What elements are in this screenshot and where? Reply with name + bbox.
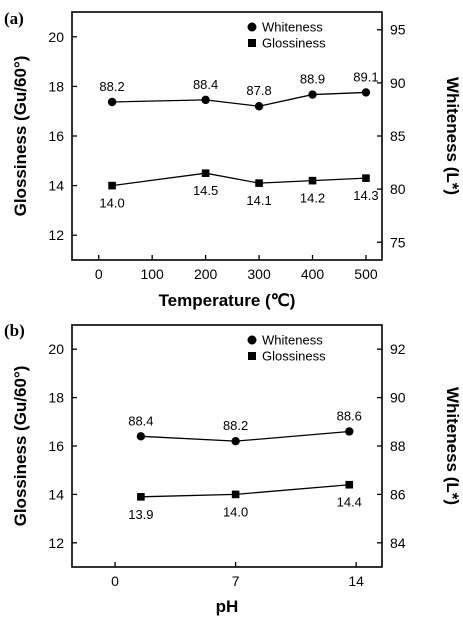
data-point-glossiness — [308, 176, 317, 185]
data-point-glossiness — [345, 480, 354, 489]
series-line-glossiness — [112, 172, 366, 187]
y-right-tick-label: 92 — [390, 341, 406, 357]
data-point-glossiness — [231, 490, 240, 499]
data-point-whiteness — [361, 88, 371, 97]
y-left-tick-label: 16 — [48, 128, 64, 144]
data-label-whiteness: 88.2 — [223, 418, 248, 433]
data-label-glossiness: 14.4 — [337, 495, 362, 510]
x-tick-label: 7 — [232, 573, 240, 589]
data-point-whiteness — [136, 432, 146, 441]
legend-marker-circle — [247, 22, 257, 32]
x-tick-label: 500 — [354, 266, 378, 282]
y-right-tick-label: 90 — [390, 390, 406, 406]
plot-frame — [71, 324, 383, 568]
data-label-whiteness: 88.9 — [300, 72, 325, 87]
x-tick-label: 400 — [301, 266, 325, 282]
y-right-tick-label: 80 — [390, 181, 406, 197]
x-tick-label: 0 — [95, 266, 103, 282]
y-right-tick-label: 85 — [390, 128, 406, 144]
x-tick-label: 0 — [111, 573, 119, 589]
x-axis-title: Temperature (℃) — [159, 291, 296, 310]
data-point-glossiness — [201, 169, 210, 177]
data-label-whiteness: 88.6 — [337, 408, 362, 423]
y-left-tick-label: 14 — [48, 486, 64, 502]
data-point-glossiness — [108, 181, 116, 190]
y-left-tick-label: 18 — [48, 390, 64, 406]
y-left-axis-title: Glossiness (Gu/60°) — [11, 366, 30, 527]
legend-label: Whiteness — [262, 333, 323, 348]
y-left-tick-label: 20 — [48, 341, 64, 357]
y-right-tick-label: 95 — [390, 22, 406, 38]
y-right-axis-title: Whiteness (L*) — [443, 387, 462, 505]
legend-marker-circle — [247, 335, 257, 345]
data-label-glossiness: 14.0 — [223, 504, 248, 519]
y-left-tick-label: 20 — [48, 29, 64, 45]
chart-panel-b: 0 7 14 12 14 16 18 20 84 86 88 90 92 pH Glossiness (Gu… — [4, 321, 462, 616]
data-label-whiteness: 88.2 — [99, 79, 124, 94]
x-tick-label: 100 — [140, 266, 164, 282]
x-axis-title: pH — [216, 597, 239, 616]
data-point-whiteness — [308, 90, 317, 99]
legend-label: Whiteness — [262, 20, 323, 35]
y-right-tick-label: 90 — [390, 75, 406, 91]
data-point-whiteness — [201, 95, 210, 105]
data-point-glossiness — [362, 174, 370, 182]
y-right-tick-label: 84 — [390, 535, 406, 551]
y-right-tick-label: 86 — [390, 486, 406, 502]
y-left-tick-label: 14 — [48, 178, 64, 194]
plot-frame — [71, 11, 383, 261]
series-line-whiteness — [112, 91, 366, 107]
legend-marker-square — [248, 39, 256, 47]
y-left-tick-label: 18 — [48, 78, 64, 94]
data-label-glossiness: 13.9 — [128, 507, 153, 522]
data-label-whiteness: 89.1 — [353, 69, 378, 84]
data-point-whiteness — [107, 97, 117, 107]
panel-label: (a) — [4, 9, 24, 28]
legend-label: Glossiness — [262, 36, 326, 51]
x-tick-label: 300 — [247, 266, 271, 282]
data-label-glossiness: 14.1 — [246, 193, 271, 208]
chart-panel-a: 0 100 200 300 400 500 12 14 16 18 20 75 80 85 90 95 Temp… — [4, 9, 462, 310]
data-point-glossiness — [137, 493, 145, 501]
legend-label: Glossiness — [262, 349, 326, 364]
y-left-axis-title: Glossiness (Gu/60°) — [11, 56, 30, 217]
panel-label: (b) — [4, 321, 25, 340]
y-right-axis-title: Whiteness (L*) — [443, 77, 462, 195]
data-label-glossiness: 14.3 — [353, 188, 378, 203]
series-line-glossiness — [140, 484, 350, 498]
data-label-whiteness: 88.4 — [193, 77, 218, 92]
data-point-whiteness — [231, 436, 240, 446]
y-right-tick-label: 88 — [390, 438, 406, 454]
x-tick-label: 200 — [194, 266, 218, 282]
y-left-tick-label: 16 — [48, 438, 64, 454]
y-left-tick-label: 12 — [48, 227, 64, 243]
data-point-whiteness — [254, 102, 264, 111]
legend-marker-square — [248, 352, 256, 360]
data-label-glossiness: 14.2 — [300, 191, 325, 206]
data-point-whiteness — [345, 427, 354, 436]
y-right-tick-label: 75 — [390, 234, 406, 250]
data-label-glossiness: 14.5 — [193, 183, 218, 198]
y-left-tick-label: 12 — [48, 535, 64, 551]
data-label-whiteness: 88.4 — [128, 413, 153, 428]
x-tick-label: 14 — [348, 573, 364, 589]
data-label-glossiness: 14.0 — [99, 196, 124, 211]
data-label-whiteness: 87.8 — [246, 83, 271, 98]
data-point-glossiness — [255, 179, 263, 187]
